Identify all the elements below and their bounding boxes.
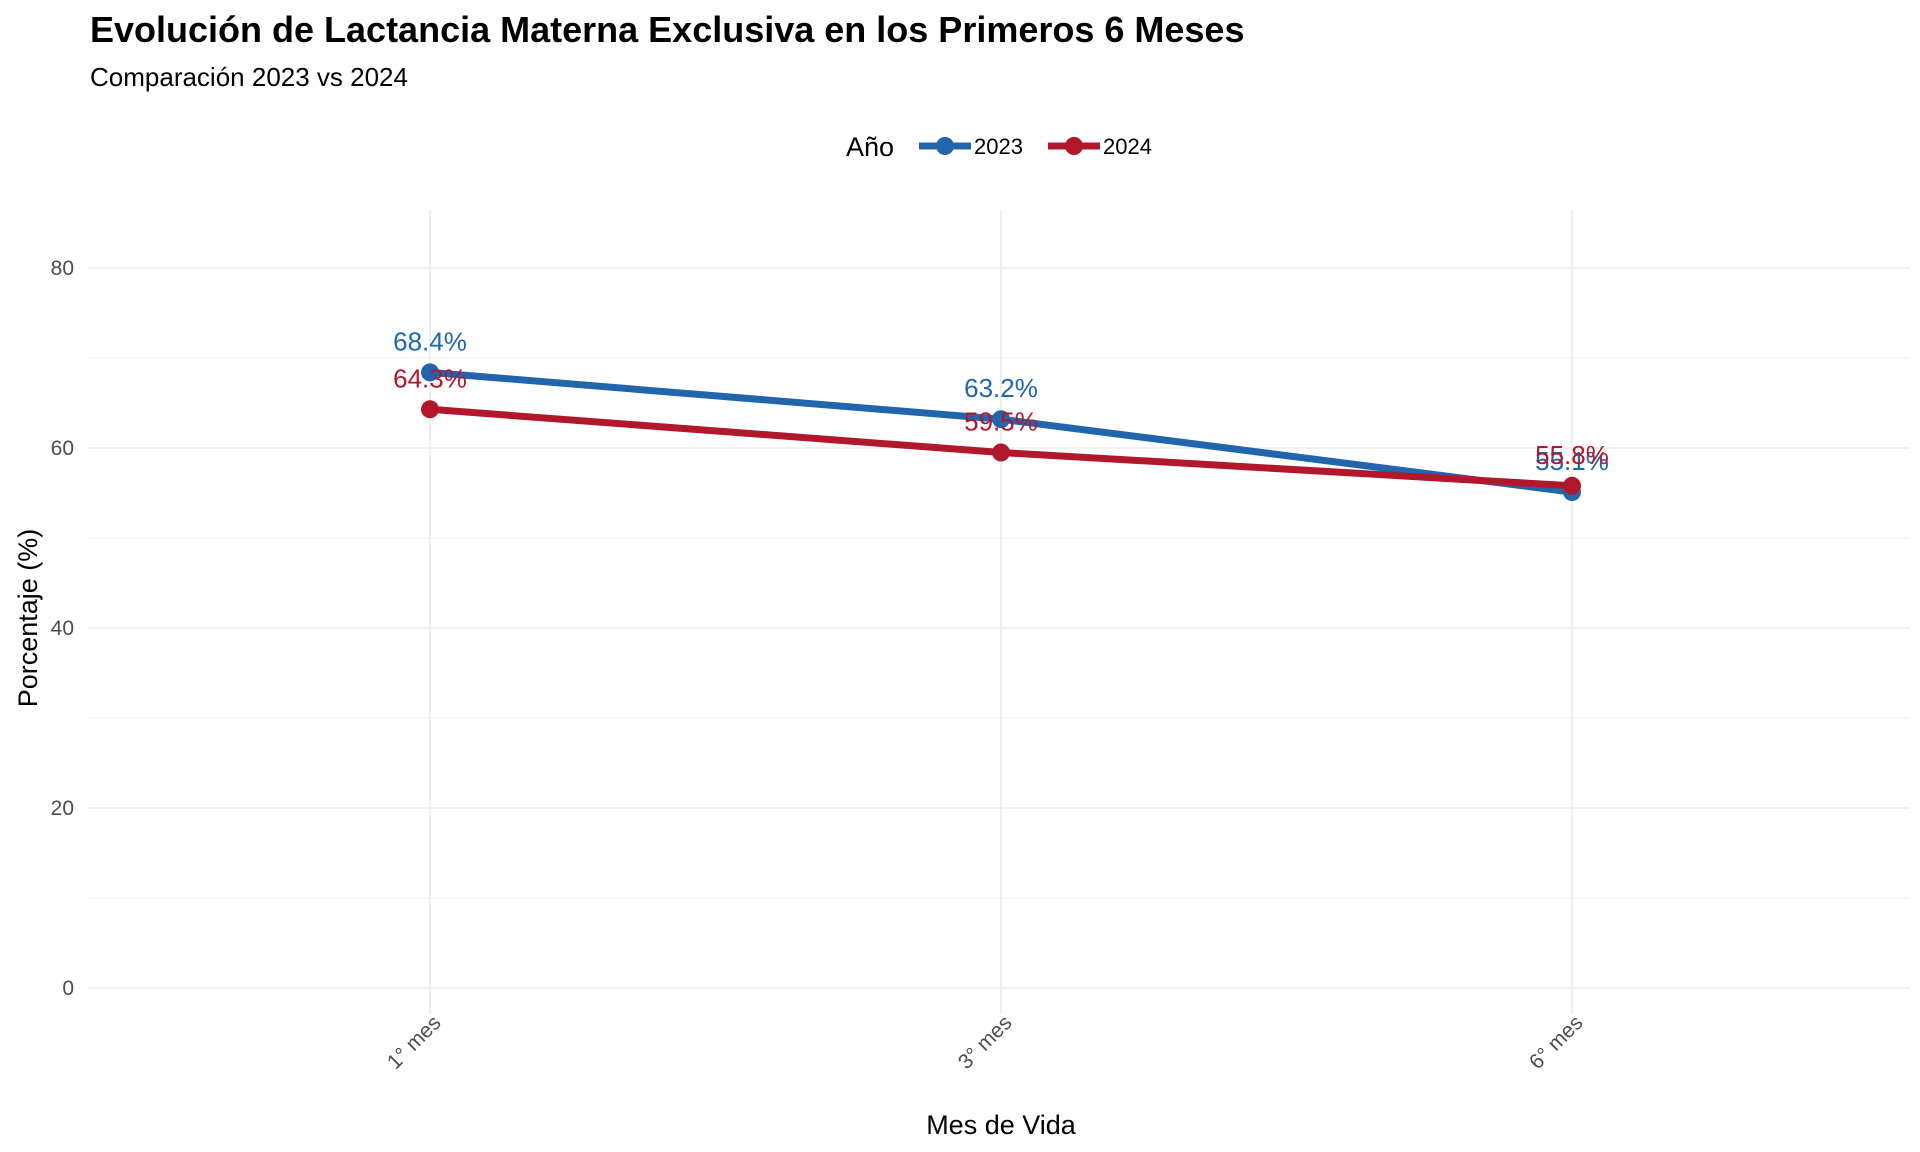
series-points	[421, 363, 1581, 502]
y-tick-label: 80	[51, 257, 74, 280]
legend-label-2023: 2023	[974, 134, 1023, 159]
data-point-2024	[992, 443, 1010, 462]
grid	[88, 210, 1910, 1014]
x-axis-title: Mes de Vida	[926, 1110, 1077, 1140]
data-label-2023: 55.1%	[1535, 446, 1609, 476]
y-tick-label: 0	[62, 977, 74, 1000]
y-axis-ticks: 0 20 40 60 80	[51, 257, 74, 1000]
data-point-2024	[421, 400, 439, 419]
y-axis-title: Porcentaje (%)	[13, 529, 43, 708]
legend: Año 2023 2024	[846, 132, 1152, 162]
chart-subtitle: Comparación 2023 vs 2024	[90, 62, 408, 92]
data-label-2024: 55.8%	[1535, 440, 1609, 470]
y-tick-label: 20	[51, 797, 74, 820]
legend-title: Año	[846, 132, 894, 162]
data-label-2023: 68.4%	[393, 326, 467, 356]
data-point-2024	[1563, 476, 1581, 495]
legend-label-2024: 2024	[1103, 134, 1152, 159]
x-tick-label: 3° mes	[954, 1011, 1017, 1074]
data-label-2024: 59.5%	[964, 407, 1038, 437]
data-point-2023	[992, 410, 1010, 429]
x-tick-label: 6° mes	[1525, 1011, 1588, 1074]
y-tick-label: 40	[51, 617, 74, 640]
data-label-2023: 63.2%	[964, 373, 1038, 403]
data-label-2024: 64.3%	[393, 363, 467, 393]
data-point-2023	[421, 363, 439, 382]
data-labels: 68.4% 63.2% 55.1% 64.3% 59.5% 55.8%	[393, 326, 1609, 476]
legend-swatch-point-2024	[1065, 137, 1083, 155]
chart-title: Evolución de Lactancia Materna Exclusiva…	[90, 9, 1244, 50]
legend-swatch-point-2023	[936, 137, 954, 155]
x-axis-ticks: 1° mes 3° mes 6° mes	[383, 1011, 1588, 1074]
y-tick-label: 60	[51, 437, 74, 460]
x-tick-label: 1° mes	[383, 1011, 446, 1074]
